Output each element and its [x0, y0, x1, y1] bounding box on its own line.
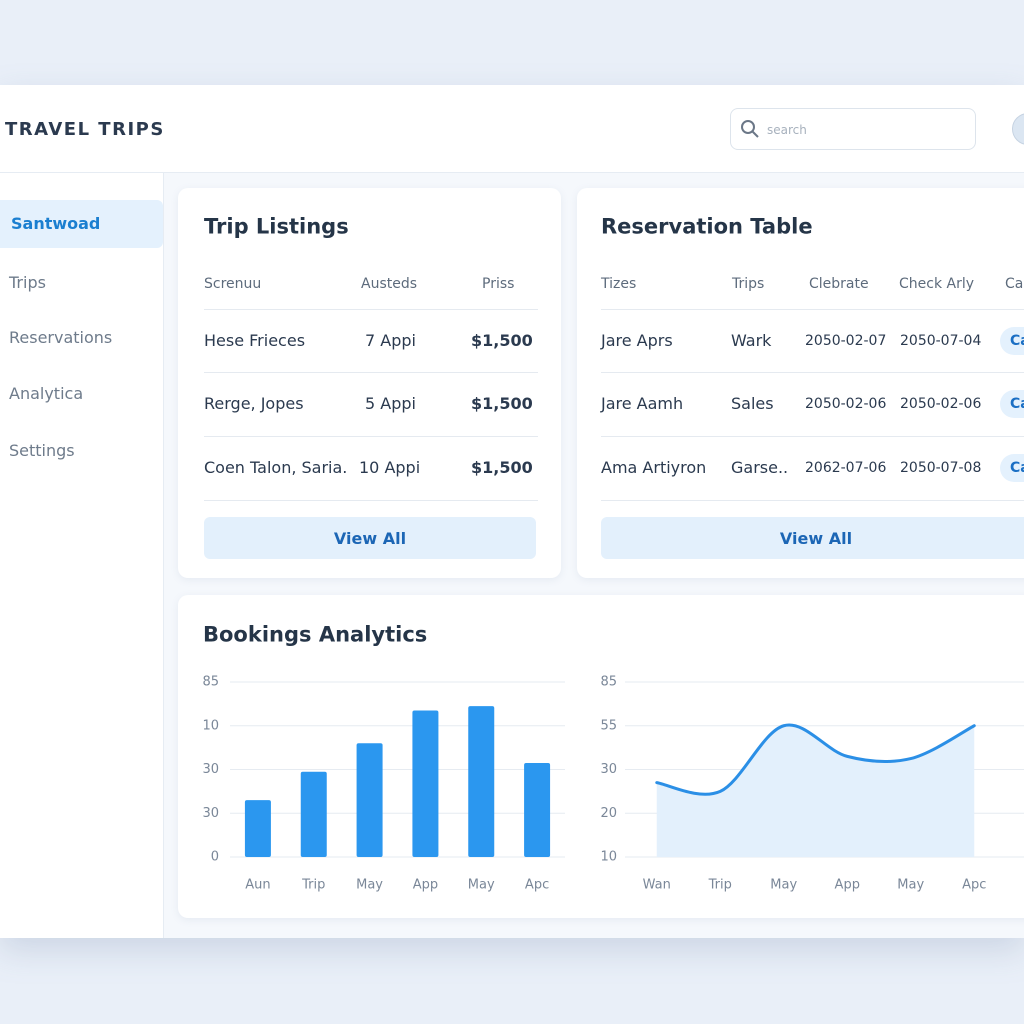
column-header: Check Arly	[899, 276, 975, 292]
table-cell: 2050-02-06	[900, 396, 982, 412]
header: TRAVEL TRIPS search	[0, 85, 1024, 173]
status-chip: Ca	[1000, 327, 1024, 355]
column-header: Ca	[1005, 276, 1024, 292]
card-title: Bookings Analytics	[203, 622, 428, 647]
search-box[interactable]: search	[730, 108, 976, 150]
table-cell: Garse..	[731, 458, 789, 477]
table-cell: Sales	[731, 394, 774, 413]
card-title: Reservation Table	[601, 214, 813, 239]
column-header: Clebrate	[809, 276, 869, 292]
table-cell: 2050-07-08	[900, 460, 982, 476]
trip-listings-card	[178, 188, 561, 578]
row-separator	[601, 500, 1024, 501]
table-cell: Jare Aamh	[601, 394, 684, 413]
row-separator	[204, 436, 538, 437]
card-title: Trip Listings	[204, 214, 349, 239]
row-separator	[204, 500, 538, 501]
search-placeholder: search	[767, 123, 807, 137]
column-header: Trips	[732, 276, 765, 292]
table-cell: 2050-02-07	[805, 333, 887, 349]
column-header: Priss	[482, 276, 515, 292]
avatar[interactable]	[1012, 113, 1024, 145]
view-all-button[interactable]: View All	[601, 517, 1024, 559]
sidebar	[0, 173, 164, 938]
nav-item[interactable]: Settings	[9, 441, 75, 460]
status-chip: Ca	[1000, 390, 1024, 418]
search-icon	[741, 120, 759, 138]
column-header: Tizes	[601, 276, 637, 292]
nav-item[interactable]: Reservations	[9, 328, 113, 347]
row-separator	[601, 436, 1024, 437]
table-cell: Wark	[731, 331, 772, 350]
table-cell: Jare Aprs	[601, 331, 673, 350]
table-cell: Hese Frieces	[204, 331, 306, 350]
reservation-card	[577, 188, 1024, 578]
table-cell: Ama Artiyron	[601, 458, 707, 477]
nav-item[interactable]: Santwoad	[11, 214, 101, 233]
active-item-bg	[0, 200, 163, 248]
status-chip: Ca	[1000, 454, 1024, 482]
table-cell: 10 Appi	[359, 458, 421, 477]
row-separator	[601, 372, 1024, 373]
nav-item[interactable]: Trips	[9, 273, 46, 292]
table-cell: 2062-07-06	[805, 460, 887, 476]
table-cell: 5 Appi	[365, 394, 416, 413]
view-all-button[interactable]: View All	[204, 517, 536, 559]
table-cell: 2050-02-06	[805, 396, 887, 412]
row-separator	[601, 309, 1024, 310]
table-cell: Coen Talon, Saria.	[204, 458, 348, 477]
table-cell: $1,500	[471, 458, 533, 477]
app-title: TRAVEL TRIPS	[5, 119, 165, 140]
table-cell: 7 Appi	[365, 331, 416, 350]
column-header: Screnuu	[204, 276, 262, 292]
table-cell: $1,500	[471, 331, 533, 350]
table-cell: $1,500	[471, 394, 533, 413]
row-separator	[204, 372, 538, 373]
column-header: Austeds	[361, 276, 418, 292]
table-cell: 2050-07-04	[900, 333, 982, 349]
table-cell: Rerge, Jopes	[204, 394, 304, 413]
row-separator	[204, 309, 538, 310]
nav-item[interactable]: Analytica	[9, 384, 84, 403]
